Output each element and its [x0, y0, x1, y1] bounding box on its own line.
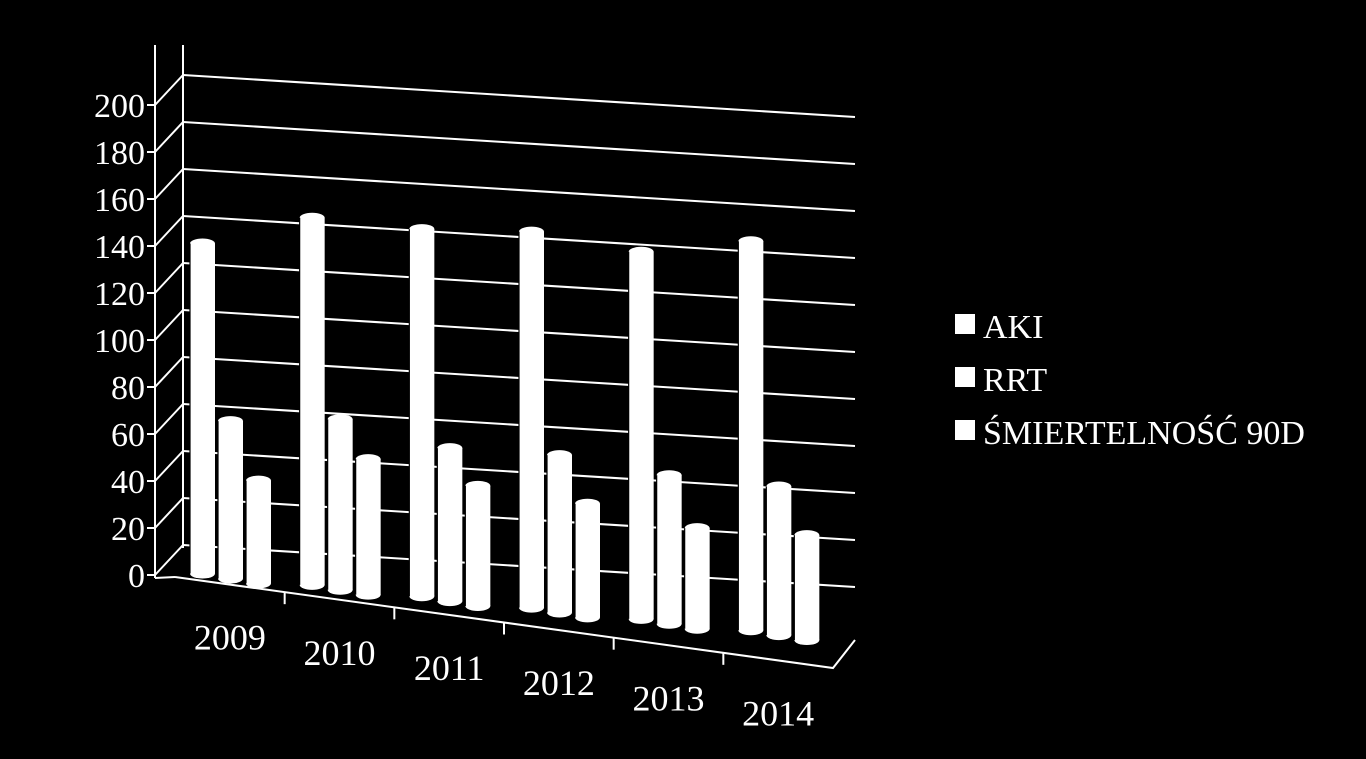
x-tick-label: 2011 — [414, 648, 485, 688]
gridline-side — [154, 544, 184, 576]
legend-item: ŚMIERTELNOŚĆ 90D — [955, 414, 1305, 452]
x-tick-label: 2009 — [194, 618, 266, 658]
bar — [546, 450, 572, 618]
legend: AKI RRT ŚMIERTELNOŚĆ 90D — [955, 309, 1305, 452]
legend-label: AKI — [983, 309, 1043, 346]
gridline-side — [154, 168, 184, 200]
gridline-side — [154, 215, 184, 247]
bar — [765, 481, 792, 641]
y-tick-label: 120 — [94, 276, 145, 313]
y-tick-label: 200 — [94, 88, 145, 125]
x-tick-label: 2012 — [523, 663, 595, 703]
bars — [189, 212, 820, 646]
gridline-side — [154, 74, 184, 106]
gridline-side — [154, 309, 184, 341]
legend-item: AKI — [955, 309, 1043, 346]
bar — [355, 454, 381, 600]
bar — [737, 236, 764, 636]
bar — [408, 224, 435, 602]
legend-swatch — [955, 367, 975, 387]
gridline-side — [154, 262, 184, 294]
legend-swatch — [955, 314, 975, 334]
x-tick-label: 2013 — [633, 678, 705, 718]
y-tick-label: 140 — [94, 229, 145, 266]
bar — [189, 238, 215, 579]
x-tick-label: 2010 — [304, 633, 376, 673]
gridline-side — [154, 403, 184, 435]
gridline-side — [154, 121, 184, 153]
bar — [628, 246, 654, 624]
gridline — [182, 121, 856, 165]
legend-swatch — [955, 420, 975, 440]
y-tick-label: 20 — [111, 511, 145, 548]
x-axis — [154, 576, 856, 670]
gridline-side — [154, 497, 184, 529]
bar — [217, 416, 243, 584]
gridline-side — [154, 450, 184, 482]
bar — [656, 470, 682, 629]
y-tick-label: 100 — [94, 323, 145, 360]
legend-item: RRT — [955, 362, 1047, 399]
y-axis-ticks: 0 20 40 60 80 100 120 140 160 180 200 — [94, 88, 145, 595]
y-tick-label: 0 — [128, 558, 145, 595]
floor-edge — [154, 576, 176, 579]
bar — [518, 226, 544, 613]
gridline — [182, 168, 856, 212]
y-tick-label: 180 — [94, 135, 145, 172]
bar — [245, 475, 271, 589]
bar — [793, 530, 820, 646]
bar — [684, 523, 710, 634]
gridline-side — [154, 356, 184, 388]
bar — [464, 480, 491, 612]
x-axis-ticks: 2009 2010 2011 2012 2013 2014 — [194, 618, 814, 734]
legend-label: RRT — [983, 362, 1047, 399]
bar — [299, 212, 325, 590]
x-tick-label: 2014 — [742, 693, 814, 733]
gridline — [182, 74, 856, 118]
bar — [436, 443, 463, 607]
y-tick-label: 80 — [111, 370, 145, 407]
y-tick-label: 60 — [111, 417, 145, 454]
legend-label: ŚMIERTELNOŚĆ 90D — [983, 414, 1305, 452]
bar — [574, 498, 600, 623]
y-tick-label: 40 — [111, 464, 145, 501]
bar — [327, 414, 353, 595]
y-tick-label: 160 — [94, 182, 145, 219]
